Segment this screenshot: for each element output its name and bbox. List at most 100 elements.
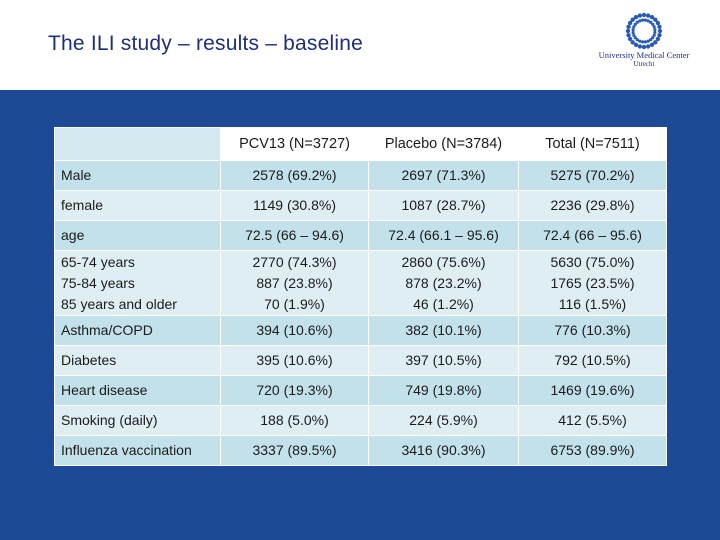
cell-value: 72.4 (66 – 95.6) xyxy=(543,227,642,243)
value-cell-placebo: 3416 (90.3%) xyxy=(368,435,519,466)
row-label-cell: Male xyxy=(54,160,221,191)
logo-name: University Medical Center xyxy=(598,50,690,60)
umc-logo: University Medical Center Utrecht xyxy=(596,12,692,68)
cell-value: 3416 (90.3%) xyxy=(401,442,486,458)
cell-value: 2578 (69.2%) xyxy=(252,167,337,183)
column-header: PCV13 (N=3727) xyxy=(220,127,369,161)
cell-value: 5630 (75.0%) xyxy=(550,253,635,270)
value-cell-pcv13: 720 (19.3%) xyxy=(220,375,369,406)
cell-value: 2860 (75.6%) xyxy=(401,253,486,270)
row-label-cell: Diabetes xyxy=(54,345,221,376)
table-row: 65-74 years 75-84 years 85 years and older… xyxy=(54,250,667,316)
cell-value: 412 (5.5%) xyxy=(558,412,627,428)
value-cell-total: 776 (10.3%) xyxy=(518,315,667,346)
cell-value: 3337 (89.5%) xyxy=(252,442,337,458)
cell-value: 70 (1.9%) xyxy=(264,295,325,312)
cell-value: 188 (5.0%) xyxy=(260,412,329,428)
value-cell-pcv13: 1149 (30.8%) xyxy=(220,190,369,221)
cell-value: 395 (10.6%) xyxy=(256,352,333,368)
row-label: 65-74 years xyxy=(61,253,135,270)
table-row: Influenza vaccination 3337 (89.5%) 3416 (9… xyxy=(54,435,667,466)
table-row: Heart disease 720 (19.3%) 749 (19.8%) 1469 … xyxy=(54,375,667,406)
row-label-cell: Asthma/COPD xyxy=(54,315,221,346)
cell-value: 720 (19.3%) xyxy=(256,382,333,398)
cell-value: 394 (10.6%) xyxy=(256,322,333,338)
row-label-cell: Heart disease xyxy=(54,375,221,406)
row-label: 75-84 years xyxy=(61,274,135,291)
value-cell-placebo: 382 (10.1%) xyxy=(368,315,519,346)
cell-value: 5275 (70.2%) xyxy=(550,167,635,183)
cell-value: 749 (19.8%) xyxy=(405,382,482,398)
cell-value: 2770 (74.3%) xyxy=(252,253,337,270)
cell-value: 1149 (30.8%) xyxy=(252,197,336,213)
table-row: Smoking (daily) 188 (5.0%) 224 (5.9%) 412 (… xyxy=(54,405,667,436)
value-cell-placebo: 2697 (71.3%) xyxy=(368,160,519,191)
cell-value: 1087 (28.7%) xyxy=(401,197,486,213)
cell-value: 887 (23.8%) xyxy=(256,274,333,291)
table-row: age 72.5 (66 – 94.6) 72.4 (66.1 – 95.6) 72.… xyxy=(54,220,667,251)
value-cell-total: 6753 (89.9%) xyxy=(518,435,667,466)
value-cell-placebo: 749 (19.8%) xyxy=(368,375,519,406)
value-cell-pcv13: 2770 (74.3%) 887 (23.8%) 70 (1.9%) xyxy=(220,250,369,316)
row-label: Heart disease xyxy=(61,382,148,398)
row-label: Smoking (daily) xyxy=(61,412,158,428)
row-label: Asthma/COPD xyxy=(61,322,153,338)
column-header: Placebo (N=3784) xyxy=(368,127,519,161)
value-cell-total: 1469 (19.6%) xyxy=(518,375,667,406)
header-corner-cell xyxy=(54,127,221,161)
umc-sunburst-logo-icon xyxy=(625,12,663,50)
value-cell-pcv13: 3337 (89.5%) xyxy=(220,435,369,466)
value-cell-pcv13: 188 (5.0%) xyxy=(220,405,369,436)
row-label: Male xyxy=(61,167,92,183)
value-cell-total: 72.4 (66 – 95.6) xyxy=(518,220,667,251)
value-cell-placebo: 1087 (28.7%) xyxy=(368,190,519,221)
table-row: Male 2578 (69.2%) 2697 (71.3%) 5275 (70.2%) xyxy=(54,160,667,191)
row-label-cell: 65-74 years 75-84 years 85 years and older xyxy=(54,250,221,316)
row-label: Influenza vaccination xyxy=(61,442,192,458)
cell-value: 1469 (19.6%) xyxy=(550,382,635,398)
column-header: Total (N=7511) xyxy=(518,127,667,161)
table-row: female 1149 (30.8%) 1087 (28.7%) 2236 (29.8… xyxy=(54,190,667,221)
row-label: age xyxy=(61,227,85,243)
value-cell-pcv13: 2578 (69.2%) xyxy=(220,160,369,191)
value-cell-placebo: 397 (10.5%) xyxy=(368,345,519,376)
row-label: female xyxy=(61,197,104,213)
cell-value: 1765 (23.5%) xyxy=(550,274,635,291)
value-cell-total: 2236 (29.8%) xyxy=(518,190,667,221)
slide-header: The ILI study – results – baseline Unive… xyxy=(0,0,720,90)
row-label: Diabetes xyxy=(61,352,117,368)
cell-value: 46 (1.2%) xyxy=(413,295,474,312)
value-cell-total: 5630 (75.0%) 1765 (23.5%) 116 (1.5%) xyxy=(518,250,667,316)
cell-value: 382 (10.1%) xyxy=(405,322,482,338)
row-label-cell: age xyxy=(54,220,221,251)
value-cell-placebo: 2860 (75.6%) 878 (23.2%) 46 (1.2%) xyxy=(368,250,519,316)
cell-value: 224 (5.9%) xyxy=(409,412,478,428)
row-label-cell: female xyxy=(54,190,221,221)
value-cell-total: 412 (5.5%) xyxy=(518,405,667,436)
cell-value: 6753 (89.9%) xyxy=(550,442,635,458)
table-header-row: PCV13 (N=3727) Placebo (N=3784) Total (N=7… xyxy=(54,127,667,161)
value-cell-pcv13: 394 (10.6%) xyxy=(220,315,369,346)
cell-value: 72.4 (66.1 – 95.6) xyxy=(388,227,499,243)
value-cell-pcv13: 72.5 (66 – 94.6) xyxy=(220,220,369,251)
cell-value: 116 (1.5%) xyxy=(558,295,627,312)
slide-title: The ILI study – results – baseline xyxy=(48,32,363,55)
row-label-cell: Influenza vaccination xyxy=(54,435,221,466)
value-cell-placebo: 72.4 (66.1 – 95.6) xyxy=(368,220,519,251)
value-cell-placebo: 224 (5.9%) xyxy=(368,405,519,436)
cell-value: 792 (10.5%) xyxy=(554,352,631,368)
value-cell-total: 5275 (70.2%) xyxy=(518,160,667,191)
baseline-table: PCV13 (N=3727) Placebo (N=3784) Total (N=7… xyxy=(54,127,667,466)
cell-value: 397 (10.5%) xyxy=(405,352,482,368)
value-cell-total: 792 (10.5%) xyxy=(518,345,667,376)
table-row: Diabetes 395 (10.6%) 397 (10.5%) 792 (10.5%… xyxy=(54,345,667,376)
row-label-cell: Smoking (daily) xyxy=(54,405,221,436)
value-cell-pcv13: 395 (10.6%) xyxy=(220,345,369,376)
row-label: 85 years and older xyxy=(61,295,177,312)
cell-value: 878 (23.2%) xyxy=(405,274,482,291)
cell-value: 72.5 (66 – 94.6) xyxy=(245,227,344,243)
cell-value: 2236 (29.8%) xyxy=(550,197,635,213)
cell-value: 2697 (71.3%) xyxy=(401,167,486,183)
cell-value: 776 (10.3%) xyxy=(554,322,631,338)
table-row: Asthma/COPD 394 (10.6%) 382 (10.1%) 776 (10… xyxy=(54,315,667,346)
